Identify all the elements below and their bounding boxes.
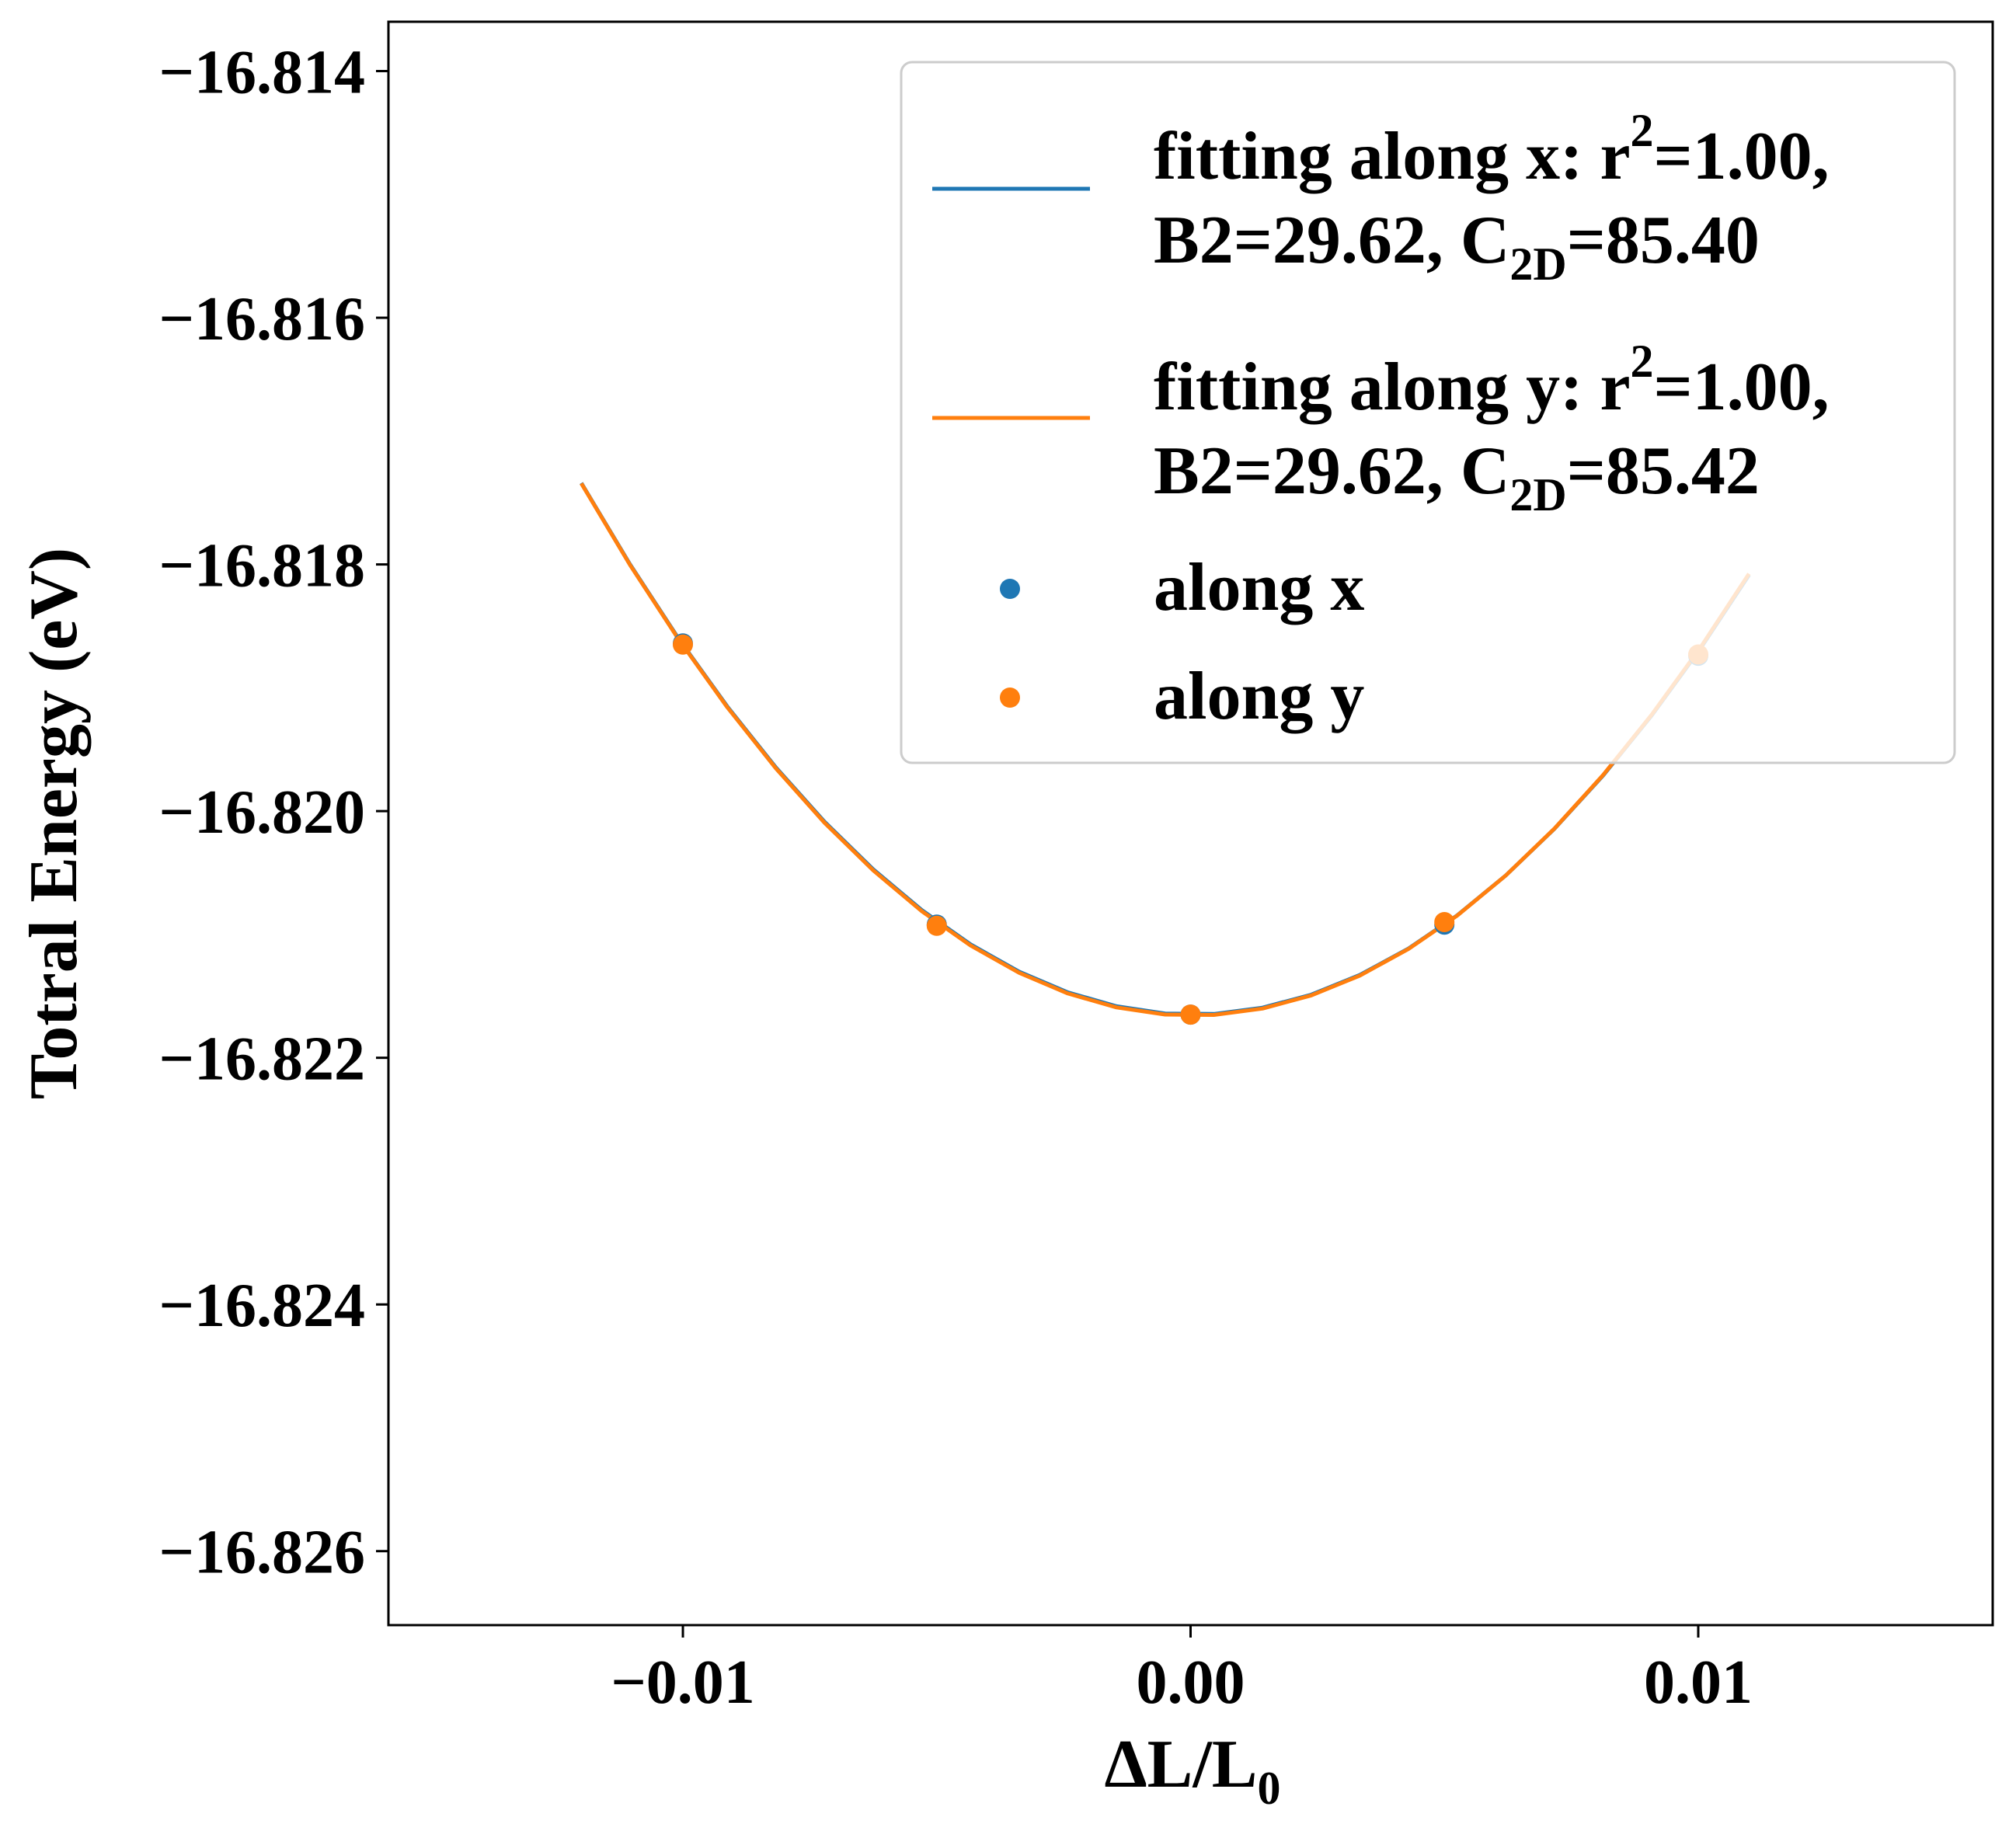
axes-frame: [387, 20, 1994, 1627]
x-axis: −0.01 0.00 0.01: [611, 1625, 1753, 1717]
scatter-point-along-y: [926, 915, 947, 936]
y-axis: −16.814 −16.816 −16.818 −16.820 −16.822 −16.8…: [158, 39, 388, 1587]
legend-fit-x-text: fitting along x: r: [1154, 119, 1631, 194]
legend-fit-x-text-end: =1.00,: [1654, 119, 1830, 194]
y-tick-label: −16.814: [158, 39, 365, 107]
legend-fit-y-c2d: =85.42: [1567, 433, 1760, 509]
x-axis-title: ΔL/L0: [1104, 1727, 1280, 1814]
legend-fit-x-c2d: =85.40: [1567, 203, 1760, 278]
legend-label-fit-x-line2: B2=29.62, C2D=85.40: [1154, 203, 1760, 290]
legend-fit-y-sub: 2D: [1509, 469, 1566, 520]
y-tick-label: −16.820: [158, 778, 365, 847]
legend-label-fit-x-line1: fitting along x: r2=1.00,: [1154, 105, 1830, 194]
legend-fit-y-text: fitting along y: r: [1154, 350, 1631, 425]
x-tick-label: 0.01: [1644, 1648, 1753, 1717]
scatter-point-along-y: [673, 634, 693, 655]
y-tick-label: −16.816: [158, 285, 365, 353]
scatter-point-along-y: [1180, 1004, 1201, 1025]
y-tick-label: −16.822: [158, 1025, 365, 1094]
legend-fit-y-text-end: =1.00,: [1654, 350, 1830, 425]
legend-label-fit-y-line2: B2=29.62, C2D=85.42: [1154, 433, 1760, 520]
fit-line-series-1: [580, 482, 1751, 1017]
legend-box: [900, 61, 1956, 764]
x-axis-title-sub: 0: [1258, 1763, 1281, 1814]
x-axis-title-main: ΔL/L: [1104, 1727, 1257, 1802]
legend-marker-along-y: [1000, 687, 1020, 708]
y-axis-title: Totral Energy (eV): [16, 548, 92, 1099]
x-tick-label: 0.00: [1137, 1648, 1245, 1717]
scatter-point-along-y: [1434, 912, 1455, 932]
legend-marker-along-x: [1000, 579, 1020, 599]
x-tick-label: −0.01: [611, 1648, 755, 1717]
legend-label-fit-y-line1: fitting along y: r2=1.00,: [1154, 336, 1830, 425]
legend: fitting along x: r2=1.00, B2=29.62, C2D=…: [900, 61, 1956, 764]
legend-fit-x-sub: 2D: [1509, 238, 1566, 290]
y-tick-label: −16.826: [158, 1519, 365, 1587]
y-tick-label: −16.818: [158, 532, 365, 600]
legend-fit-x-b2: B2=29.62, C: [1154, 203, 1509, 278]
legend-label-along-x: along x: [1154, 550, 1364, 625]
legend-fit-y-b2: B2=29.62, C: [1154, 433, 1509, 509]
y-tick-label: −16.824: [158, 1272, 365, 1340]
legend-fit-x-sup: 2: [1631, 105, 1654, 156]
legend-fit-y-sup: 2: [1631, 336, 1654, 387]
legend-label-along-y: along y: [1154, 659, 1364, 734]
